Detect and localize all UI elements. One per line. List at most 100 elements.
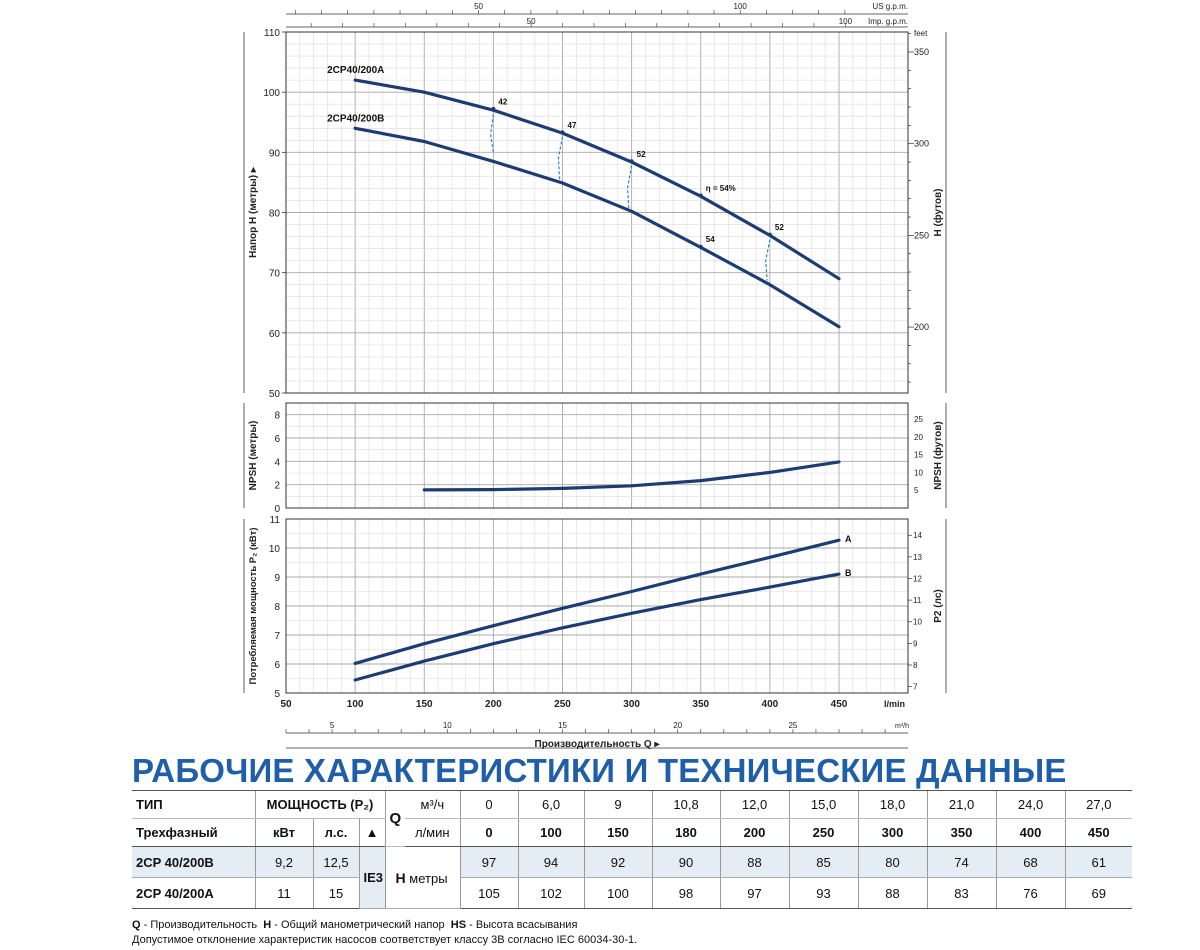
h-cell: 92 <box>583 846 653 878</box>
h-cell: 88 <box>719 846 790 878</box>
head-y2-axis-label: H (футов) <box>932 189 944 237</box>
type-header: ТИП <box>132 790 255 819</box>
section-heading: РАБОЧИЕ ХАРАКТЕРИСТИКИ И ТЕХНИЧЕСКИЕ ДАН… <box>132 752 1067 789</box>
efficiency-label: 52 <box>775 223 784 232</box>
head-feet-tick-label: 200 <box>914 322 929 332</box>
power-y-tick-label: 6 <box>274 660 280 671</box>
npsh-frame <box>285 402 909 509</box>
power-series-label: A <box>845 534 852 544</box>
power-hp-tick-label: 8 <box>913 661 918 670</box>
power-y-tick-label: 8 <box>274 602 280 613</box>
h-cell: 68 <box>995 846 1066 878</box>
q-m3h-cell: 24,0 <box>995 790 1066 819</box>
imp-gpm-tick-label: 100 <box>839 17 853 26</box>
kw-cell: 9,2 <box>254 846 313 878</box>
efficiency-point <box>629 159 634 164</box>
power-hp-tick-label: 7 <box>913 683 918 692</box>
power-curve-a <box>353 538 841 665</box>
ie-class-label: IE3 <box>363 870 384 885</box>
x-unit-label: l/min <box>884 699 905 709</box>
h-cell: 74 <box>926 846 997 878</box>
table-row: 2CP 40/200A 11 15 105 102 100 98 97 93 8… <box>132 877 1133 909</box>
power-series-label: B <box>845 568 852 578</box>
footnote-hs-text: - Высота всасывания <box>469 919 578 931</box>
q-lmin-cell: 250 <box>788 818 859 847</box>
head-feet-tick-label: 300 <box>914 139 929 149</box>
efficiency-isoline <box>626 165 633 211</box>
kw-cell: 11 <box>254 877 313 909</box>
npsh-y-tick-label: 8 <box>274 411 280 422</box>
table-header-row-2: Трехфазный кВт л.с. ▲ л/мин 0 100 150 18… <box>132 818 1133 847</box>
power-hp-tick-label: 13 <box>913 553 922 562</box>
m3h-tick-label: 25 <box>788 721 797 730</box>
power-y-tick-label: 7 <box>274 631 280 642</box>
x-tick-label: 150 <box>416 699 433 710</box>
q-m3h-cell: 27,0 <box>1064 790 1133 819</box>
h-cell: 90 <box>651 846 721 878</box>
x-tick-label: 300 <box>623 699 640 710</box>
head-series-label: 2CP40/200A <box>327 65 384 76</box>
q-lmin-cell: 100 <box>517 818 585 847</box>
q-lmin-cell: 400 <box>995 818 1066 847</box>
power-y-axis-label: Потребляемая мощность P₂ (кВт) <box>248 528 259 685</box>
head-feet-unit: feet <box>914 29 928 38</box>
footnote-h-text: - Общий манометрический напор <box>274 919 445 931</box>
q-m3h-cell: 21,0 <box>926 790 997 819</box>
h-cell: 69 <box>1064 877 1133 909</box>
efficiency-label: 52 <box>637 150 646 159</box>
x-tick-label: 400 <box>762 699 779 710</box>
npsh-curve <box>422 460 841 492</box>
efficiency-label: 54 <box>706 235 715 244</box>
us-gpm-tick-label: 100 <box>734 2 748 11</box>
q-label: Q <box>384 790 406 847</box>
head-y-tick-label: 80 <box>269 209 281 220</box>
h-cell: 94 <box>517 846 585 878</box>
npsh-y-tick-label: 6 <box>274 434 280 445</box>
footnote-h-key: H <box>263 919 272 931</box>
efficiency-point <box>698 244 703 249</box>
h-cell: 85 <box>788 846 859 878</box>
h-cell: 80 <box>857 846 928 878</box>
h-label: H <box>395 869 406 886</box>
us-gpm-label: US g.p.m. <box>872 2 908 11</box>
ie-class-cell: IE3 <box>358 846 386 909</box>
npsh-feet-tick-label: 15 <box>914 451 923 460</box>
q-unit-lmin: л/мин <box>405 818 461 847</box>
power-header: МОЩНОСТЬ (P₂) <box>254 790 386 819</box>
head-y-axis-label: Напор H (метры) ▸ <box>248 166 259 258</box>
efficiency-point <box>698 193 703 198</box>
head-feet-tick-label: 350 <box>914 47 929 57</box>
head-y-tick-label: 90 <box>269 148 281 159</box>
power-hp-tick-label: 12 <box>913 574 922 583</box>
footnote-line-1: Q - Производительность H - Общий маномет… <box>132 918 637 933</box>
footnote-q-key: Q <box>132 919 141 931</box>
head-feet-tick-label: 250 <box>914 230 929 240</box>
power-hp-tick-label: 14 <box>913 531 922 540</box>
npsh-y2-axis-label: NPSH (футов) <box>932 421 944 490</box>
npsh-feet-tick-label: 5 <box>914 486 919 495</box>
q-m3h-cell: 15,0 <box>788 790 859 819</box>
x-tick-label: 100 <box>347 699 364 710</box>
q-lmin-cell: 150 <box>583 818 653 847</box>
head-y-tick-label: 100 <box>263 88 280 99</box>
imp-gpm-tick-label: 50 <box>527 17 536 26</box>
power-frame <box>285 518 909 694</box>
h-unit: метры <box>409 870 448 886</box>
phase-header: Трехфазный <box>132 818 255 847</box>
head-y-tick-label: 110 <box>264 28 280 39</box>
x-tick-label: 50 <box>280 699 292 710</box>
efficiency-label: 42 <box>498 97 507 106</box>
ie-triangle-header: ▲ <box>358 818 386 847</box>
efficiency-point <box>767 232 772 237</box>
h-cell: 88 <box>857 877 928 909</box>
q-lmin-cell: 450 <box>1064 818 1133 847</box>
head-curve-b <box>353 126 841 329</box>
table-header-row-1: ТИП МОЩНОСТЬ (P₂) Q м³/ч 0 6,0 9 10,8 12… <box>132 790 1133 847</box>
q-lmin-cell: 180 <box>651 818 721 847</box>
footnote-q-text: - Производительность <box>143 919 258 931</box>
m3h-tick-label: 15 <box>558 721 567 730</box>
power-y-tick-label: 11 <box>270 515 281 526</box>
npsh-feet-tick-label: 25 <box>914 415 923 424</box>
head-y-tick-label: 50 <box>269 389 281 400</box>
efficiency-isoline <box>557 136 564 181</box>
